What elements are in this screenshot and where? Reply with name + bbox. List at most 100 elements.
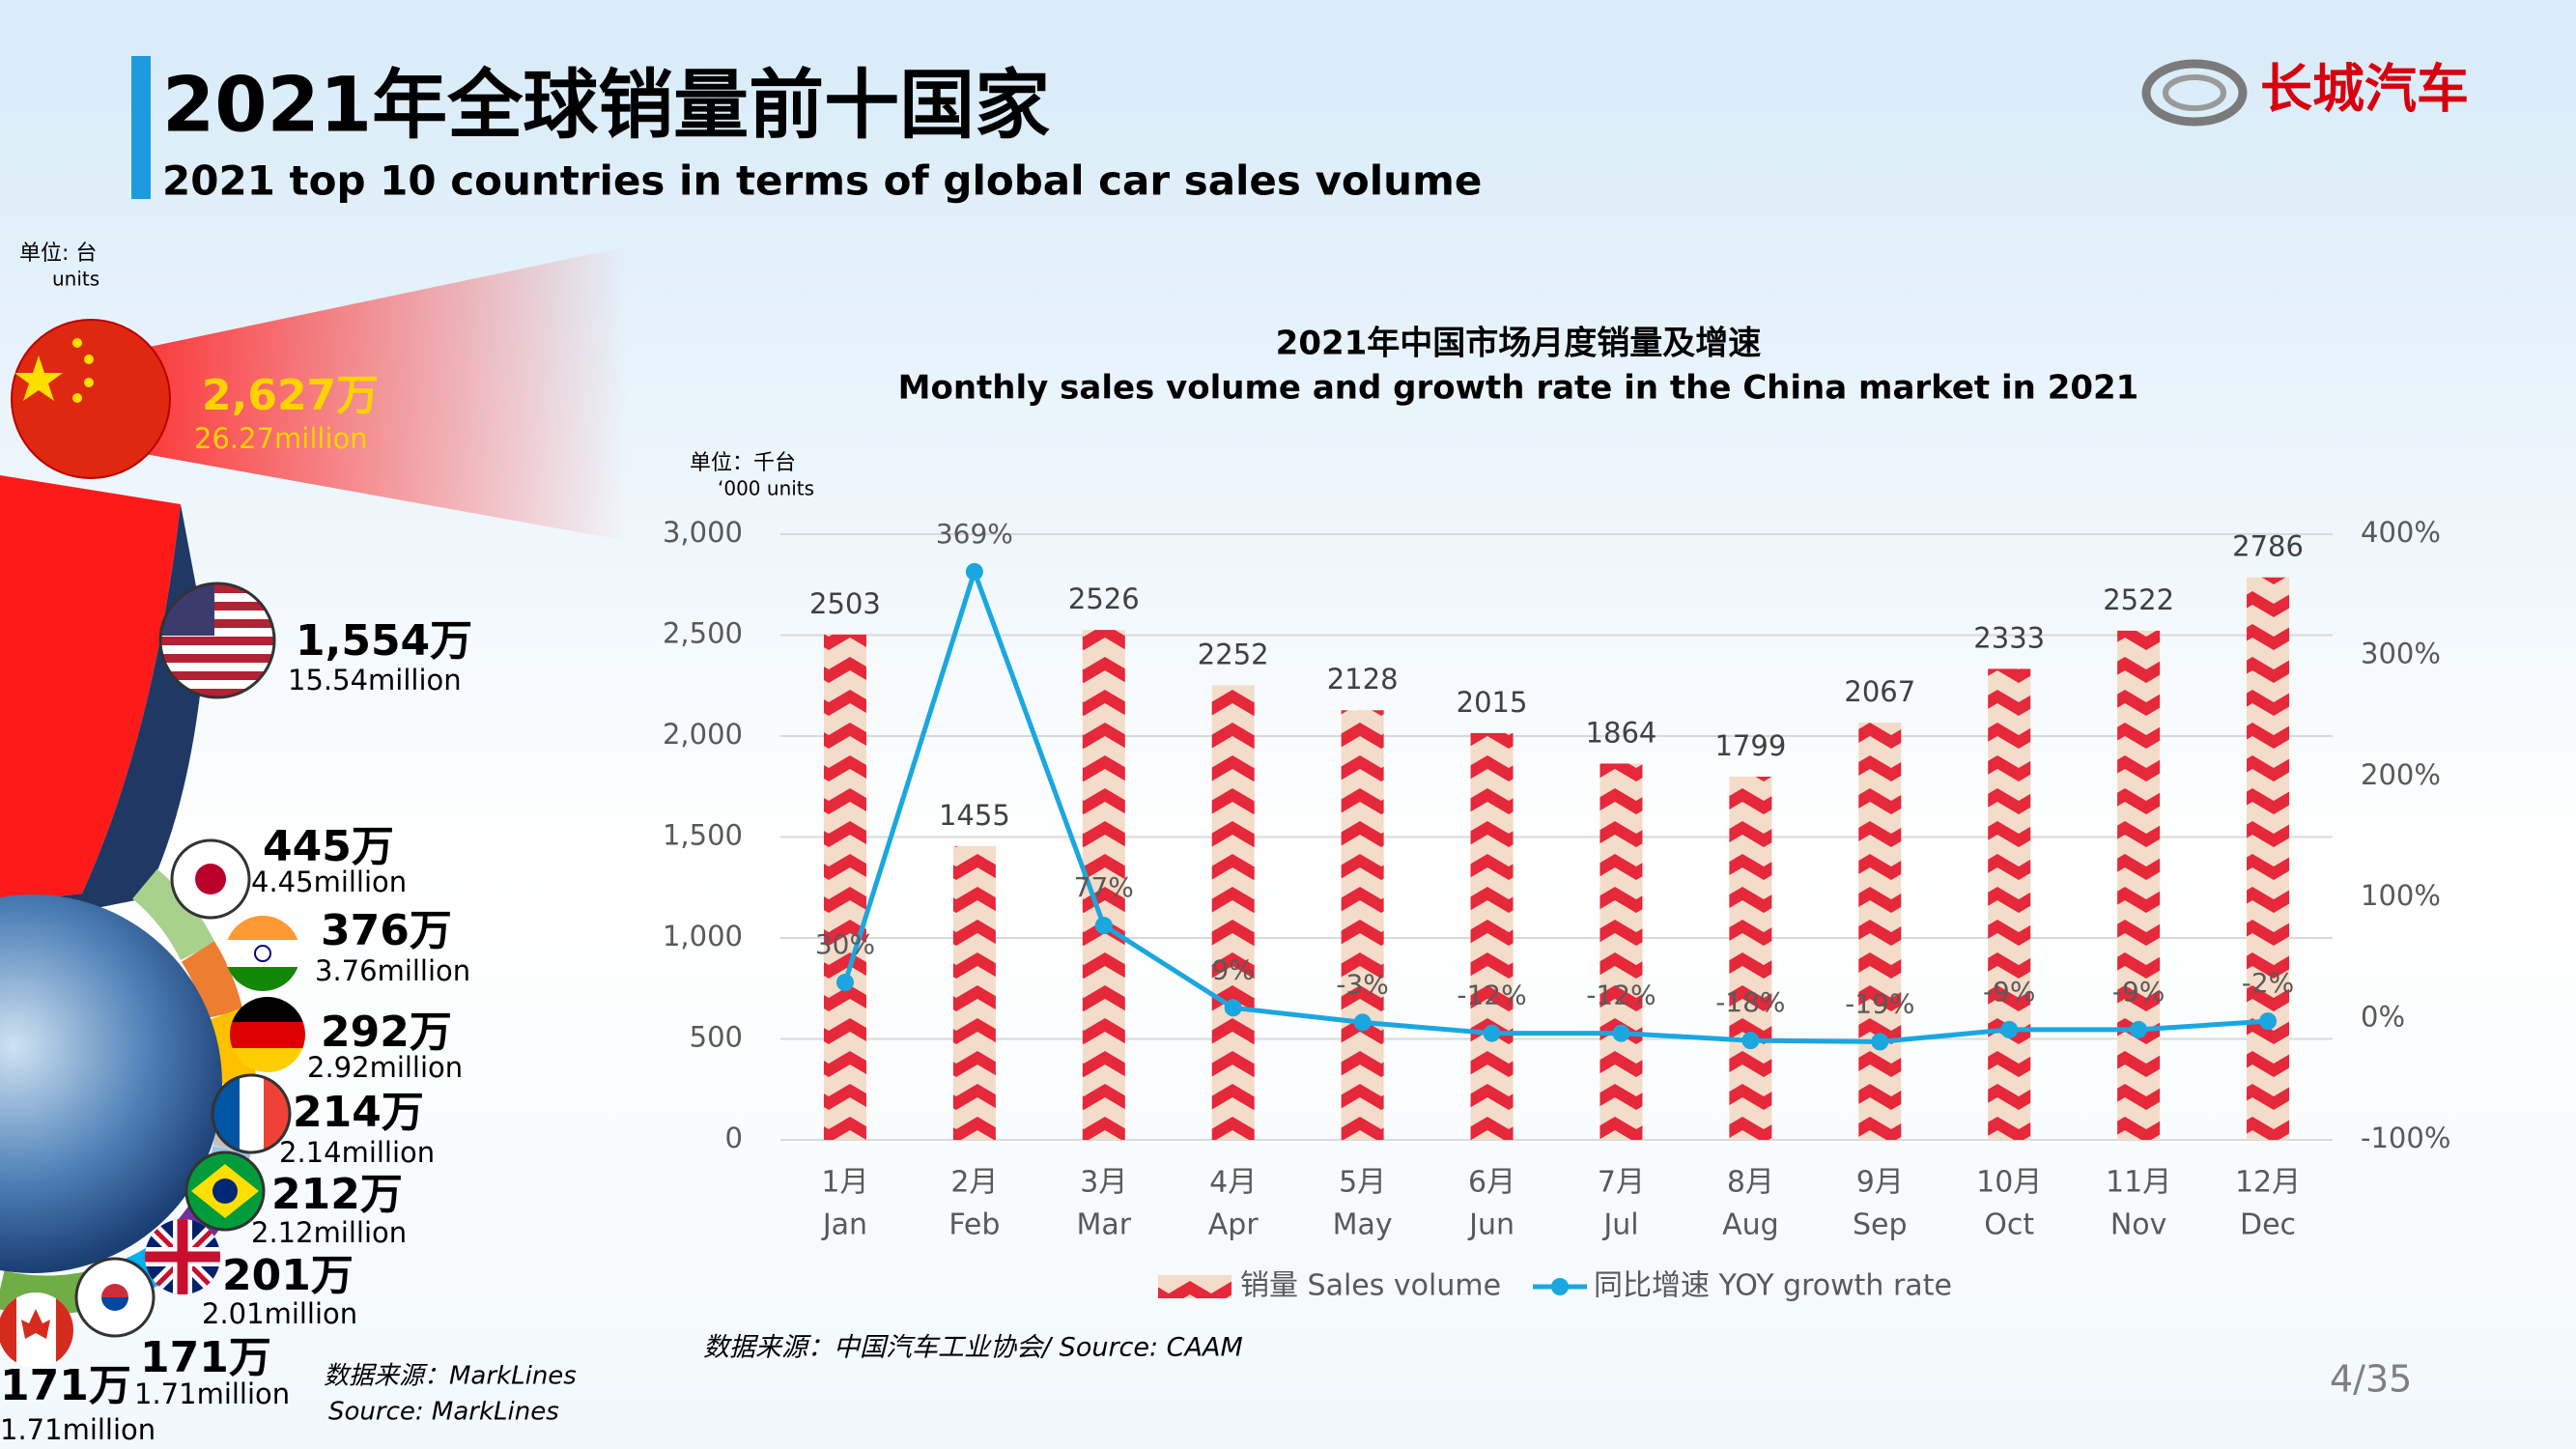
x-tick-label-en: Oct bbox=[1984, 1208, 2034, 1242]
title-accent bbox=[131, 56, 151, 199]
country-value: 1,554万 bbox=[296, 616, 472, 666]
flag-china bbox=[11, 319, 171, 479]
bar-label: 2067 bbox=[1844, 675, 1915, 708]
legend-swatch bbox=[1158, 1275, 1231, 1298]
country-value: 214万 bbox=[293, 1088, 424, 1137]
chart-source: 数据来源：中国汽车工业协会/ Source: CAAM bbox=[703, 1333, 1243, 1363]
logo-text: 长城汽车 bbox=[2260, 59, 2469, 120]
country-value: 171万 bbox=[0, 1361, 131, 1410]
slide-subtitle: 2021 top 10 countries in terms of global… bbox=[162, 157, 1482, 205]
country-million: 2.01million bbox=[202, 1297, 357, 1330]
x-tick-label: 7月 bbox=[1598, 1166, 1645, 1200]
y-tick-label: 500 bbox=[690, 1021, 743, 1054]
country-value: 201万 bbox=[222, 1251, 354, 1300]
flag-japan bbox=[170, 838, 251, 920]
bar bbox=[1211, 685, 1255, 1140]
point-label: 9% bbox=[1211, 953, 1254, 985]
x-tick-label-en: May bbox=[1333, 1208, 1393, 1242]
bar bbox=[1341, 710, 1384, 1140]
country-million: 15.54million bbox=[288, 664, 462, 696]
bar-label: 1799 bbox=[1714, 729, 1786, 762]
x-tick-label: 11月 bbox=[2106, 1166, 2171, 1200]
line-point bbox=[1094, 917, 1113, 935]
y-tick-label: 0 bbox=[725, 1122, 743, 1154]
source: 数据来源：MarkLines bbox=[324, 1362, 577, 1391]
x-tick-label: 4月 bbox=[1209, 1166, 1257, 1200]
legend-swatch-dot bbox=[1551, 1278, 1569, 1295]
country-value: 212万 bbox=[271, 1170, 403, 1219]
point-label: 77% bbox=[1074, 871, 1134, 903]
source-en: Source: MarkLines bbox=[328, 1398, 559, 1427]
y2-tick-label: 100% bbox=[2361, 879, 2441, 912]
x-tick-label-en: Jun bbox=[1467, 1208, 1514, 1242]
bar bbox=[1599, 763, 1643, 1140]
line-point bbox=[1224, 999, 1242, 1017]
country-value: 376万 bbox=[321, 906, 452, 955]
y2-tick-label: 0% bbox=[2361, 1001, 2405, 1034]
chart-title: 2021年中国市场月度销量及增速 bbox=[1276, 325, 1762, 363]
line-point bbox=[1871, 1033, 1889, 1051]
country-million: 26.27million bbox=[194, 422, 368, 455]
country-value: 292万 bbox=[321, 1008, 452, 1057]
country-million: 1.71million bbox=[134, 1378, 290, 1410]
bar-label: 1455 bbox=[939, 799, 1010, 832]
point-label: 369% bbox=[936, 518, 1013, 550]
bar bbox=[1858, 722, 1902, 1140]
bar-label: 2526 bbox=[1068, 582, 1140, 615]
bar-label: 2522 bbox=[2103, 583, 2174, 616]
x-tick-label: 9月 bbox=[1856, 1166, 1904, 1200]
country-value: 171万 bbox=[140, 1333, 271, 1382]
line-point bbox=[2130, 1020, 2148, 1038]
x-tick-label: 8月 bbox=[1727, 1166, 1774, 1200]
chart-unit-en: ‘000 units bbox=[718, 477, 814, 500]
point-label: -12% bbox=[1457, 980, 1526, 1011]
country-million: 4.45million bbox=[251, 866, 407, 898]
earth bbox=[0, 895, 222, 1273]
x-tick-label-en: Apr bbox=[1208, 1208, 1260, 1242]
bar bbox=[2247, 577, 2290, 1140]
y-tick-label: 2,000 bbox=[663, 718, 743, 751]
bar bbox=[2117, 630, 2161, 1140]
point-label: -18% bbox=[1715, 986, 1785, 1018]
y2-tick-label: 300% bbox=[2361, 637, 2441, 669]
bar-label: 2252 bbox=[1198, 638, 1269, 670]
bar-label: 2333 bbox=[1973, 621, 2045, 654]
line-point bbox=[965, 562, 983, 581]
point-label: 30% bbox=[815, 928, 875, 960]
legend-label: 销量 Sales volume bbox=[1240, 1269, 1501, 1303]
x-tick-label: 10月 bbox=[1976, 1166, 2042, 1200]
line-point bbox=[2259, 1012, 2278, 1031]
line bbox=[842, 569, 2269, 1044]
x-tick-label-en: Aug bbox=[1722, 1208, 1779, 1242]
unit-label: 单位: 台 bbox=[19, 242, 97, 266]
country-value: 2,627万 bbox=[202, 371, 379, 420]
x-tick-label-en: Jul bbox=[1601, 1208, 1638, 1242]
band-navy bbox=[0, 504, 206, 927]
y2-tick-label: 200% bbox=[2361, 758, 2441, 791]
y-tick-label: 1,500 bbox=[663, 819, 743, 852]
y2-tick-label: -100% bbox=[2361, 1122, 2450, 1154]
country-million: 1.71million bbox=[0, 1413, 156, 1446]
y-tick-label: 1,000 bbox=[663, 920, 743, 952]
chart: 0 500 1,000 1,500 2,000 2,500 3,000 -100% 0% 100%… bbox=[663, 516, 2450, 1303]
line-point bbox=[835, 973, 854, 991]
page-number: 4/35 bbox=[2330, 1358, 2412, 1401]
y-tick-label: 2,500 bbox=[663, 617, 743, 650]
bar bbox=[1470, 732, 1514, 1140]
bar-label: 2128 bbox=[1327, 663, 1399, 696]
flag-brazil bbox=[184, 1151, 266, 1232]
band-red bbox=[0, 475, 181, 903]
point-label: -2% bbox=[2242, 967, 2295, 999]
country-value: 445万 bbox=[263, 822, 394, 871]
bar-label: 2503 bbox=[809, 587, 881, 620]
x-tick-label-en: Jan bbox=[821, 1208, 867, 1242]
unit-label-en: units bbox=[52, 268, 99, 291]
point-label: -19% bbox=[1845, 987, 1914, 1019]
bar bbox=[823, 634, 866, 1140]
legend-label: 同比增速 YOY growth rate bbox=[1594, 1269, 1952, 1303]
x-tick-label: 1月 bbox=[821, 1166, 868, 1200]
flag-korea bbox=[74, 1257, 156, 1338]
chart-unit: 单位：千台 bbox=[690, 451, 796, 475]
logo: 长城汽车 bbox=[2141, 59, 2469, 127]
point-label: -3% bbox=[1336, 968, 1389, 1000]
